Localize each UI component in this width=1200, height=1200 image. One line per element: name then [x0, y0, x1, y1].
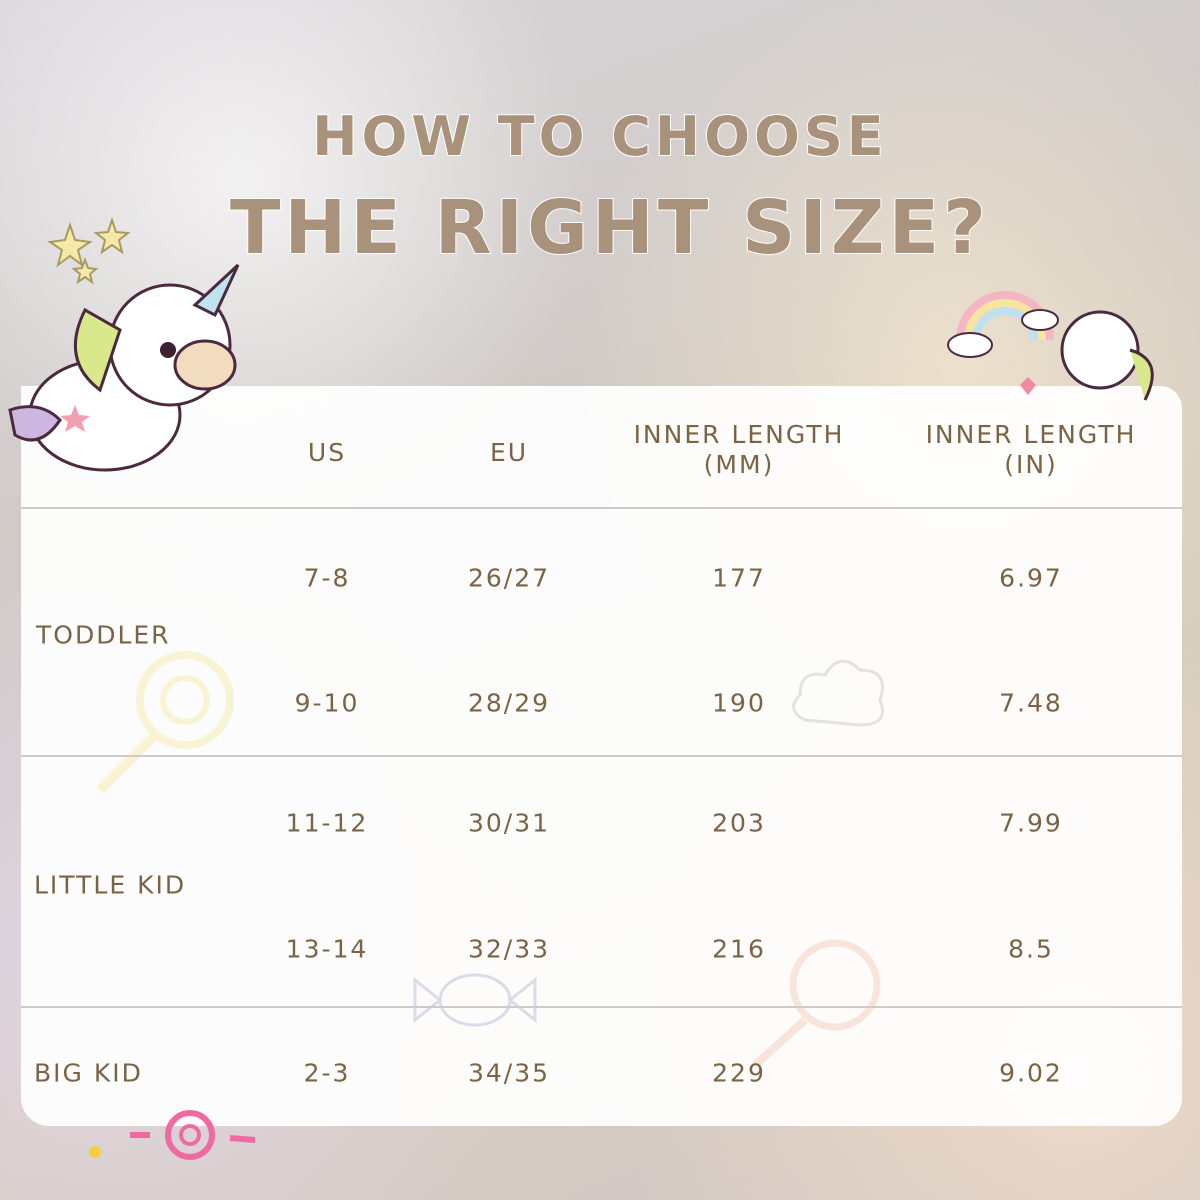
cell-us: 13-14	[285, 934, 369, 964]
header-us: US	[307, 438, 347, 467]
cell-in: 6.97	[999, 563, 1063, 593]
cell-in: 7.99	[999, 808, 1063, 838]
cell-eu: 26/27	[467, 563, 551, 593]
cell-in: 7.48	[999, 688, 1063, 718]
cell-eu: 28/29	[467, 688, 551, 718]
header-in-line2: (IN)	[1004, 450, 1058, 479]
divider	[21, 507, 1182, 509]
cell-us: 11-12	[285, 808, 369, 838]
cell-mm: 216	[712, 934, 766, 964]
cell-mm: 229	[712, 1058, 766, 1088]
unicorn-icon	[8, 216, 240, 472]
cell-mm: 177	[712, 563, 766, 593]
cell-eu: 30/31	[467, 808, 551, 838]
cell-in: 9.02	[999, 1058, 1063, 1088]
category-big-kid: BIG KID	[34, 1058, 143, 1088]
header-inner-length-mm: INNER LENGTH (MM)	[634, 420, 845, 480]
candy-icon	[413, 973, 537, 1027]
divider	[21, 755, 1182, 757]
cell-eu: 34/35	[467, 1058, 551, 1088]
cell-us: 7-8	[303, 563, 351, 593]
cell-eu: 32/33	[467, 934, 551, 964]
cell-us: 9-10	[294, 688, 360, 718]
header-mm-line1: INNER LENGTH	[633, 420, 845, 449]
category-toddler: TODDLER	[36, 620, 171, 650]
header-eu: EU	[489, 438, 529, 467]
rainbow-unicorn-icon	[947, 291, 1154, 401]
cell-mm: 203	[712, 808, 766, 838]
cell-us: 2-3	[303, 1058, 351, 1088]
cloud-icon	[792, 659, 884, 727]
title-line-1: HOW TO CHOOSE	[311, 104, 888, 169]
divider	[21, 1006, 1182, 1008]
header-inner-length-in: INNER LENGTH (IN)	[926, 420, 1137, 480]
title-line-2: THE RIGHT SIZE?	[229, 184, 991, 272]
category-little-kid: LITTLE KID	[34, 870, 187, 900]
cell-mm: 190	[712, 688, 766, 718]
header-mm-line2: (MM)	[703, 450, 775, 479]
cell-in: 8.5	[1008, 934, 1054, 964]
sun-icon	[89, 1110, 256, 1160]
lollipop-icon	[752, 939, 881, 1068]
lollipop-icon	[96, 651, 234, 794]
header-in-line1: INNER LENGTH	[925, 420, 1137, 449]
